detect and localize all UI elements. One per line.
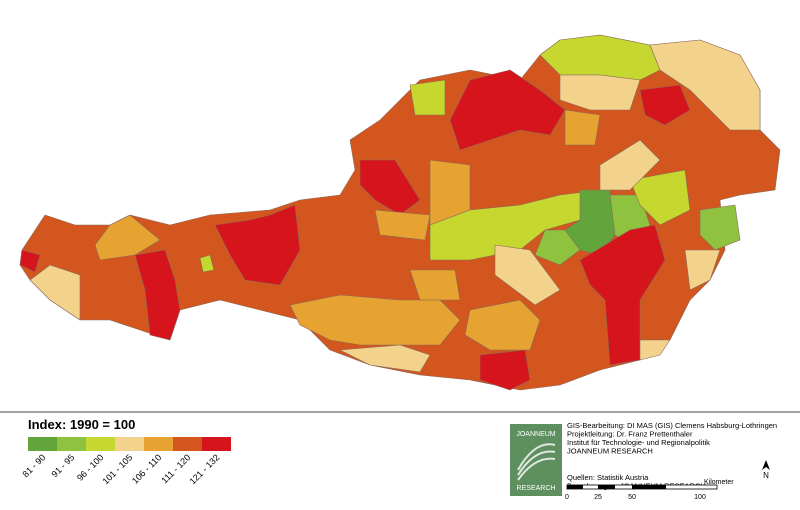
region — [639, 84, 691, 126]
region — [559, 74, 641, 111]
legend-swatch — [115, 437, 144, 451]
credit-line: Projektleitung: Dr. Franz Prettenthaler — [567, 430, 693, 439]
map — [19, 34, 781, 391]
legend-swatch — [144, 437, 173, 451]
region — [684, 249, 721, 291]
region — [19, 249, 41, 273]
legend-label: 106 - 110 — [130, 452, 163, 485]
region — [134, 249, 181, 341]
legend-label: 121 - 132 — [187, 452, 221, 486]
legend-swatch — [202, 437, 231, 451]
region — [564, 109, 601, 146]
region — [649, 39, 761, 131]
logo-bottom: RESEARCH — [517, 485, 556, 492]
region — [409, 269, 461, 301]
scale-label: 25 — [594, 494, 602, 501]
region — [579, 224, 666, 366]
region — [534, 229, 581, 266]
region — [449, 69, 566, 151]
region — [339, 344, 431, 373]
region — [494, 244, 561, 306]
north-arrow — [762, 460, 770, 470]
region — [539, 34, 661, 81]
credit-line: Quellen: Statistik Austria — [567, 473, 649, 482]
legend-swatch — [57, 437, 86, 451]
legend-swatch — [86, 437, 115, 451]
credits: GIS-Bearbeitung: DI MAS (GIS) Clemens Ha… — [567, 421, 777, 491]
scale-labels: 0 25 50 100 — [565, 494, 706, 501]
region — [629, 169, 691, 226]
region — [699, 204, 741, 251]
region — [289, 294, 461, 346]
region — [479, 349, 531, 391]
scale-label: 0 — [565, 494, 569, 501]
region — [409, 79, 446, 116]
north-label: N — [763, 471, 769, 480]
credit-line: JOANNEUM RESEARCH — [567, 447, 653, 456]
legend-label: 101 - 105 — [100, 452, 134, 486]
credit-line: Institut für Technologie- und Regionalpo… — [567, 438, 710, 447]
credit-line: GIS-Bearbeitung: DI MAS (GIS) Clemens Ha… — [567, 421, 777, 430]
logo-box — [510, 424, 562, 496]
logo-graphic — [517, 443, 556, 481]
scale-label: 50 — [628, 494, 636, 501]
logo-top: JOANNEUM — [516, 431, 555, 438]
scale-bar — [566, 484, 718, 490]
scale-segment — [567, 485, 583, 489]
scale-unit: Kilometer — [704, 479, 734, 486]
region — [199, 254, 215, 273]
region — [29, 264, 81, 321]
legend-label: 91 - 95 — [50, 452, 77, 479]
legend-swatch — [28, 437, 57, 451]
region — [464, 299, 541, 351]
region — [599, 139, 661, 191]
legend-title: Index: 1990 = 100 — [28, 417, 135, 432]
region — [94, 214, 161, 261]
scale-segment — [632, 485, 666, 489]
region — [374, 209, 431, 241]
region — [639, 339, 671, 361]
region — [214, 204, 301, 286]
legend-swatch — [173, 437, 202, 451]
scale-segment — [598, 485, 615, 489]
scale-label: 100 — [694, 494, 706, 501]
legend-label: 81 - 90 — [21, 452, 48, 479]
